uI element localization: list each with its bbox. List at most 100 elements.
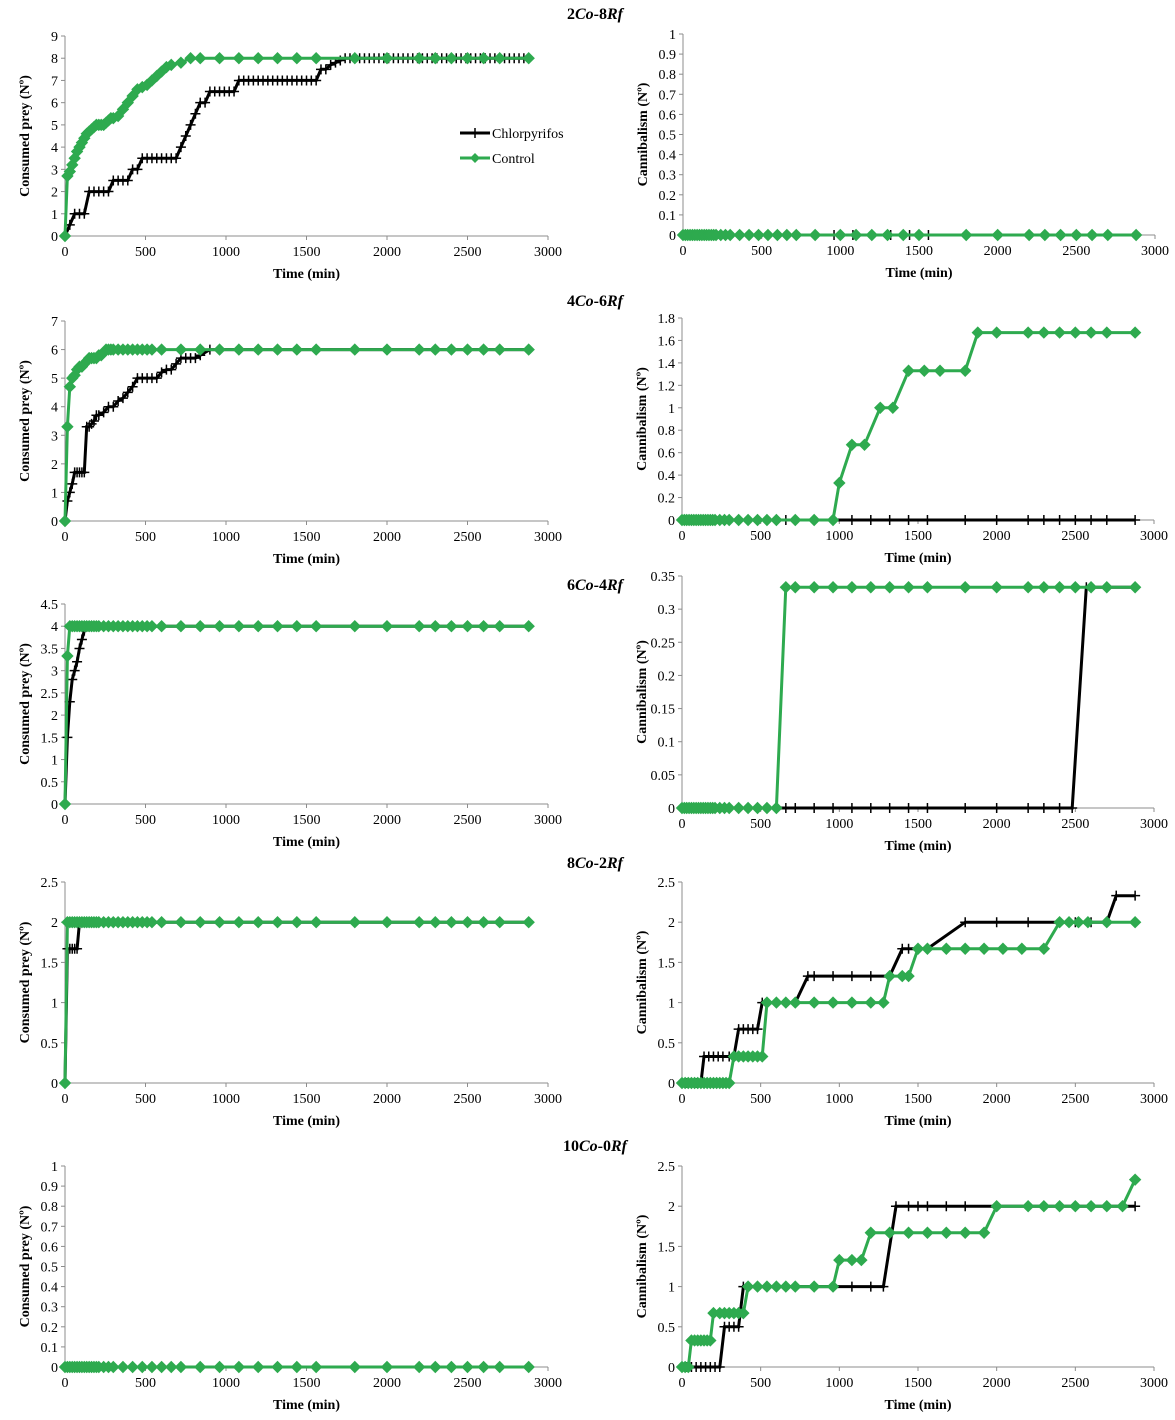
- data-point: [1023, 803, 1034, 813]
- data-point: [733, 228, 746, 242]
- data-point: [960, 1201, 971, 1212]
- series-control: [675, 1173, 1142, 1374]
- y-tick-label: 0.4: [41, 1281, 59, 1296]
- data-point: [752, 228, 765, 242]
- data-point: [884, 803, 895, 813]
- x-tick-label: 1000: [825, 817, 853, 832]
- y-tick-label: 0.5: [41, 776, 59, 791]
- data-point: [174, 343, 188, 356]
- data-point: [826, 513, 840, 527]
- y-tick-label: 7: [51, 315, 58, 330]
- data-point: [752, 1024, 763, 1035]
- series-control: [58, 915, 535, 1090]
- data-point: [174, 620, 188, 633]
- data-point: [1072, 915, 1085, 929]
- y-tick-label: 8: [51, 52, 58, 67]
- data-point: [320, 64, 331, 75]
- data-point: [229, 86, 240, 97]
- data-point: [845, 438, 859, 452]
- data-point: [1100, 915, 1114, 929]
- chart-panel-r3_prey: 0 0.5 1 1.5 2 2.5 0 500 1000 1500 2000 2500 3000 Time…: [18, 876, 562, 1129]
- data-point: [903, 1201, 914, 1212]
- data-point: [1054, 803, 1065, 813]
- data-point: [922, 803, 933, 813]
- data-point: [1130, 515, 1141, 525]
- y-tick-label: 0.8: [658, 424, 676, 439]
- x-tick-label: 1000: [212, 1092, 240, 1107]
- data-point: [865, 228, 879, 242]
- data-point: [902, 969, 915, 983]
- legend-marker: [470, 128, 480, 138]
- data-point: [155, 915, 168, 929]
- data-point: [922, 1201, 933, 1212]
- data-point: [886, 401, 900, 414]
- data-point: [145, 343, 159, 356]
- data-point: [175, 142, 186, 153]
- data-point: [1067, 803, 1078, 813]
- data-point: [903, 803, 914, 813]
- data-point: [380, 915, 394, 929]
- y-tick-label: 0.7: [41, 1220, 59, 1235]
- x-tick-label: 1000: [212, 245, 240, 260]
- y-tick-label: 3: [51, 665, 58, 680]
- data-point: [232, 915, 246, 929]
- y-tick-label: 0.25: [651, 636, 676, 651]
- y-tick-label: 1: [51, 754, 58, 769]
- data-point: [522, 915, 535, 929]
- data-point: [903, 515, 914, 525]
- y-tick-label: 0.5: [658, 1037, 676, 1052]
- x-tick-label: 1500: [904, 1092, 932, 1107]
- data-point: [79, 467, 90, 478]
- data-point: [807, 996, 821, 1009]
- data-point: [780, 228, 794, 242]
- x-tick-label: 3000: [1140, 817, 1168, 832]
- x-axis-label: Time (min): [273, 1114, 340, 1129]
- data-point: [1070, 515, 1081, 525]
- data-point: [732, 513, 745, 527]
- y-tick-label: 0: [51, 515, 58, 530]
- data-point: [213, 915, 226, 929]
- data-point: [429, 915, 442, 929]
- data-point: [290, 52, 304, 65]
- y-tick-label: 0.5: [658, 1321, 676, 1336]
- data-point: [493, 620, 506, 633]
- data-point: [682, 1360, 695, 1374]
- data-point: [309, 52, 323, 65]
- x-tick-label: 3000: [534, 813, 562, 828]
- y-axis-label: Cannibalism (Nº): [636, 82, 651, 186]
- y-tick-label: 2.5: [658, 1160, 676, 1175]
- x-tick-label: 0: [679, 529, 686, 544]
- data-point: [251, 620, 265, 633]
- y-tick-label: 0.4: [659, 149, 677, 164]
- data-point: [194, 620, 207, 633]
- x-tick-label: 1500: [293, 813, 321, 828]
- data-point: [751, 513, 764, 527]
- data-point: [807, 1280, 821, 1293]
- y-tick-label: 2: [51, 916, 58, 931]
- data-point: [445, 915, 458, 929]
- y-tick-label: 0.2: [659, 189, 677, 204]
- data-point: [996, 942, 1010, 955]
- y-tick-label: 1.5: [658, 1240, 676, 1255]
- chart-panel-r1_cann: 0 0.2 0.4 0.6 0.8 1 1.2 1.4 1.6 1.8 0 500 1000 1500 20…: [635, 312, 1168, 566]
- data-point: [165, 1360, 178, 1374]
- data-point: [1101, 515, 1112, 525]
- y-tick-label: 1: [668, 1281, 675, 1296]
- x-tick-label: 2000: [373, 813, 401, 828]
- data-point: [1084, 326, 1098, 339]
- data-point: [849, 228, 863, 242]
- x-tick-label: 2500: [454, 813, 482, 828]
- y-tick-label: 0.6: [658, 447, 676, 462]
- x-tick-label: 0: [679, 817, 686, 832]
- data-point: [380, 620, 394, 633]
- data-point: [1023, 917, 1034, 928]
- x-tick-label: 2500: [454, 530, 482, 545]
- data-point: [760, 996, 774, 1009]
- data-point: [348, 343, 362, 356]
- data-point: [493, 343, 506, 356]
- data-point: [741, 513, 755, 527]
- data-point: [461, 620, 474, 633]
- y-tick-label: 0: [668, 1361, 675, 1376]
